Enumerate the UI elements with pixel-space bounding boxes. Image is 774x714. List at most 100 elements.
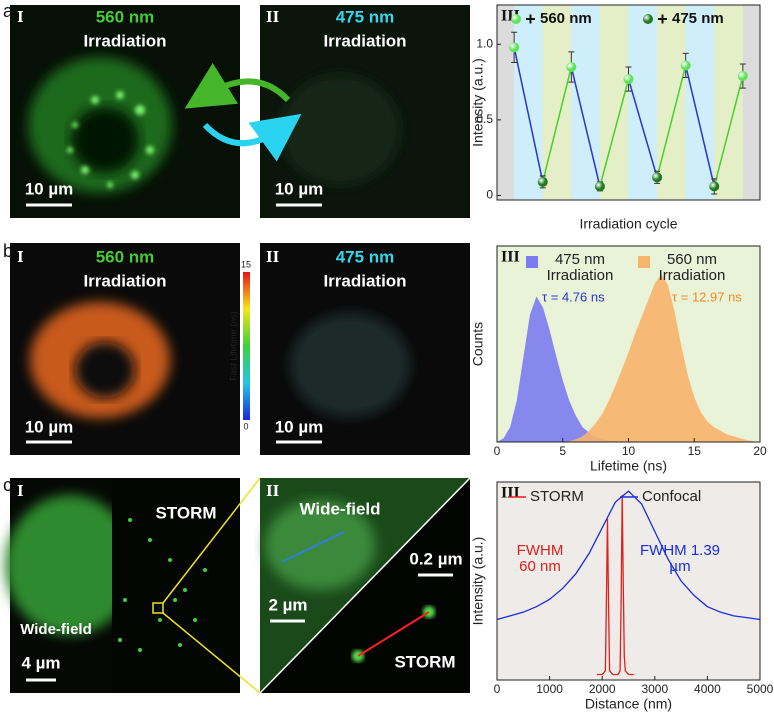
caption: Irradiation [323, 31, 406, 50]
x-tick-label: 0 [494, 682, 501, 696]
connector [656, 65, 687, 178]
numeral: II [266, 247, 280, 266]
legend-label: 475 nm [672, 10, 724, 27]
x-axis-label: Distance (nm) [585, 696, 672, 712]
connector [684, 65, 715, 187]
annotation: FWHM 1.39 µm [640, 543, 720, 575]
x-axis-label: Irradiation cycle [579, 216, 677, 232]
legend-label: 560 nm Irradiation [658, 252, 726, 284]
numeral: I [17, 247, 24, 266]
line [596, 494, 634, 676]
plot-frame [496, 4, 761, 201]
panel-numeral: III [501, 249, 520, 266]
scale-bar-label: 0.2 µm [409, 549, 462, 568]
point [680, 60, 691, 71]
wavelength: 560 nm [96, 247, 155, 266]
panel-letter: c [3, 475, 12, 495]
scale-bar-label: 4 µm [21, 653, 60, 672]
x-tick-label: 20 [753, 444, 767, 458]
point [566, 61, 577, 72]
point [594, 181, 605, 192]
zoom-line [162, 612, 261, 694]
colorbar-tick-label: 15 [241, 259, 251, 269]
point [509, 42, 520, 53]
colorbar-label: Fast Lifetime (ns) [228, 311, 238, 381]
caption: Irradiation [83, 31, 166, 50]
x-tick-label: 1000 [536, 682, 563, 696]
legend-label: 475 nm Irradiation [546, 252, 614, 284]
caption: Irradiation [83, 271, 166, 290]
image-b2 [260, 243, 470, 455]
plot-frame [496, 481, 761, 681]
legend-label: Confocal [642, 488, 701, 505]
legend-plus [526, 14, 535, 24]
connector [713, 75, 744, 187]
label: Wide-field [299, 499, 380, 518]
annotation: FWHM 1.39 µm [640, 543, 720, 575]
legend-label: STORM [530, 488, 584, 505]
wavelength: 560 nm [96, 7, 155, 26]
zoom-line [162, 477, 261, 604]
image-a2 [260, 5, 470, 218]
panel-letter: a [3, 1, 14, 21]
x-axis-label: Lifetime (ns) [590, 458, 667, 474]
annotation: FWHM 60 nm [516, 543, 564, 575]
y-axis-label: Intensity (a.u.) [470, 537, 486, 626]
annotation: τ = 12.97 ns [672, 289, 742, 304]
legend-label: 560 nm Irradiation [658, 252, 726, 284]
legend-marker [643, 14, 653, 24]
y-tick-label: 1.0 [476, 36, 493, 50]
scale-bar-label: 10 µm [275, 417, 324, 436]
x-tick-label: 3000 [641, 682, 668, 696]
scale-bar-label: 10 µm [25, 179, 74, 198]
label: Wide-field [20, 621, 92, 638]
y-tick-label: 0.5 [476, 112, 493, 126]
colorbar-tick-label: 0 [243, 421, 248, 431]
legend-swatch [526, 256, 538, 268]
background-band [628, 5, 657, 200]
y-axis-label: Intensity (a.u.) [470, 58, 486, 147]
image-c2 [259, 477, 471, 694]
x-tick-label: 10 [622, 444, 636, 458]
image-c1 [5, 478, 240, 693]
legend-plus [658, 14, 667, 24]
point [623, 74, 634, 85]
connector [599, 78, 630, 187]
legend-label: 475 nm Irradiation [546, 252, 614, 284]
connector [570, 66, 601, 187]
scale-bar-label: 10 µm [275, 179, 324, 198]
annotation: τ = 4.76 ns [542, 289, 605, 304]
numeral: I [17, 481, 24, 500]
x-tick-label: 4000 [694, 682, 721, 696]
panel-numeral: III [501, 485, 520, 502]
x-tick-label: 5000 [747, 682, 774, 696]
background-band [514, 5, 543, 200]
point [737, 71, 748, 82]
legend-label: 560 nm [540, 10, 592, 27]
label: STORM [155, 503, 216, 522]
image-b1 [10, 243, 240, 455]
scale-bar-label: 10 µm [25, 417, 74, 436]
connector [542, 66, 573, 183]
point [709, 181, 720, 192]
numeral: II [266, 481, 280, 500]
arrow [184, 62, 291, 109]
background [497, 482, 760, 680]
colorbar [243, 272, 250, 420]
y-axis-label: Counts [470, 322, 486, 366]
annotation: FWHM 60 nm [516, 543, 564, 575]
point [537, 176, 548, 187]
x-tick-label: 0 [494, 444, 501, 458]
point [652, 172, 663, 183]
panel-letter: b [3, 241, 13, 261]
x-tick-label: 5 [559, 444, 566, 458]
arrow [202, 113, 302, 162]
wavelength: 475 nm [336, 247, 395, 266]
area [497, 274, 760, 442]
area [497, 296, 760, 442]
scale-bar-label: 2 µm [268, 595, 307, 614]
background-band [657, 5, 686, 200]
